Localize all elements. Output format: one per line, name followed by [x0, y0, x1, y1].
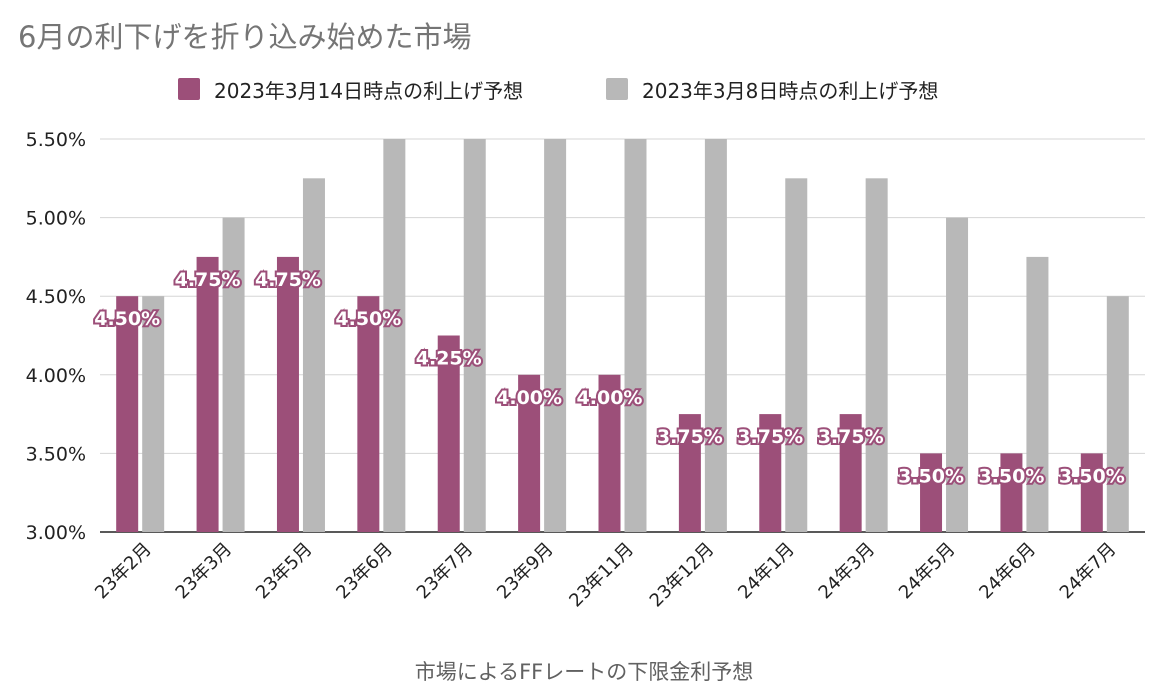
data-label: 4.25%	[416, 348, 482, 370]
legend-swatch-series-1	[178, 78, 200, 100]
bar-series-2	[142, 296, 165, 532]
legend: 2023年3月14日時点の利上げ予想 2023年3月8日時点の利上げ予想	[0, 74, 1168, 104]
x-tick-label: 23年12月	[646, 539, 719, 612]
x-tick-label: 24年3月	[815, 539, 880, 604]
data-label: 4.50%	[94, 308, 160, 330]
y-tick-label: 5.00%	[26, 208, 86, 230]
data-label: 4.75%	[255, 269, 321, 291]
legend-item-series-1[interactable]: 2023年3月14日時点の利上げ予想	[178, 74, 523, 104]
y-tick-label: 3.00%	[26, 522, 86, 544]
x-tick-label: 23年11月	[565, 539, 638, 612]
data-label: 4.00%	[577, 387, 643, 409]
y-tick-label: 4.00%	[26, 365, 86, 387]
bar-series-2	[302, 178, 325, 533]
x-tick-label: 23年6月	[332, 539, 397, 604]
bar-series-1	[518, 374, 541, 532]
legend-label-series-1: 2023年3月14日時点の利上げ予想	[214, 78, 524, 103]
bar-series-2	[1026, 256, 1049, 532]
x-tick-label: 23年7月	[413, 539, 478, 604]
x-tick-label: 23年5月	[252, 539, 317, 604]
y-tick-label: 3.50%	[26, 443, 86, 465]
bar-series-2	[222, 217, 245, 532]
bar-series-2	[1106, 296, 1129, 532]
data-label: 4.00%	[496, 387, 562, 409]
bar-series-1	[437, 335, 460, 532]
x-tick-label: 23年9月	[493, 539, 558, 604]
x-axis-title: 市場によるFFレートの下限金利予想	[414, 660, 754, 684]
y-tick-label: 4.50%	[26, 286, 86, 308]
bar-series-2	[544, 139, 567, 532]
legend-item-series-2[interactable]: 2023年3月8日時点の利上げ予想	[606, 74, 938, 104]
data-label: 3.50%	[978, 465, 1044, 487]
bar-series-1	[276, 256, 299, 532]
bar-series-1	[1080, 453, 1103, 532]
data-label: 3.50%	[1059, 465, 1125, 487]
data-label: 4.75%	[175, 269, 241, 291]
bar-series-2	[704, 139, 727, 532]
bar-series-1	[116, 296, 139, 532]
bar-series-1	[920, 453, 943, 532]
x-tick-label: 24年6月	[975, 539, 1040, 604]
bar-series-2	[946, 217, 969, 532]
bar-series-2	[785, 178, 808, 533]
x-tick-label: 24年5月	[895, 539, 960, 604]
data-label: 3.50%	[898, 465, 964, 487]
legend-label-series-2: 2023年3月8日時点の利上げ予想	[642, 78, 939, 103]
y-tick-label: 5.50%	[26, 129, 86, 151]
bar-series-1	[839, 414, 862, 532]
data-label: 3.75%	[818, 426, 884, 448]
bar-series-1	[196, 256, 219, 532]
bar-series-1	[598, 374, 621, 532]
bar-series-1	[357, 296, 380, 532]
legend-swatch-series-2	[606, 78, 628, 100]
bar-series-2	[383, 139, 406, 532]
bar-series-2	[463, 139, 486, 532]
data-label: 4.50%	[335, 308, 401, 330]
bar-series-2	[624, 139, 647, 532]
x-tick-label: 23年3月	[172, 539, 237, 604]
bar-series-1	[678, 414, 701, 532]
x-tick-label: 24年7月	[1056, 539, 1121, 604]
data-label: 3.75%	[657, 426, 723, 448]
x-tick-label: 24年1月	[734, 539, 799, 604]
data-label: 3.75%	[737, 426, 803, 448]
bar-series-2	[865, 178, 888, 533]
bar-series-1	[759, 414, 782, 532]
x-tick-label: 23年2月	[91, 539, 156, 604]
bar-series-1	[1000, 453, 1023, 532]
chart-title: 6月の利下げを折り込み始めた市場	[18, 20, 472, 54]
